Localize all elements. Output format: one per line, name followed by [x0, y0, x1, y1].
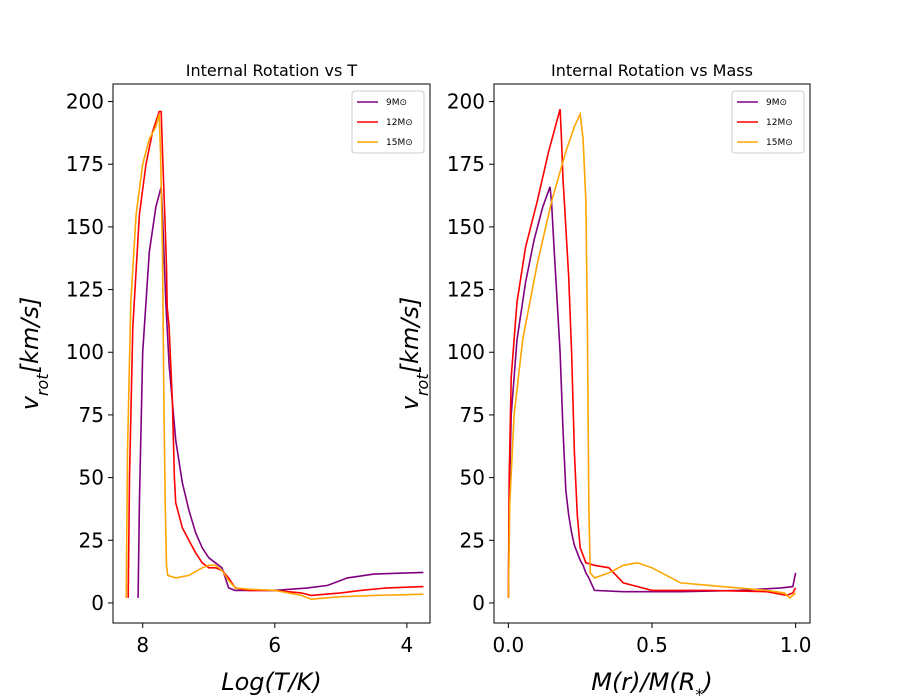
y-tick-label: 175: [447, 152, 485, 176]
y-tick-label: 175: [66, 152, 104, 176]
y-tick-label: 125: [66, 278, 104, 302]
chart-panel-2: Internal Rotation vs Mass 0 25 50 75 100 125 15…: [396, 61, 812, 700]
y-tick-label: 150: [447, 215, 485, 239]
legend-label: 15M⊙: [766, 138, 793, 148]
x-tick-label: 0.5: [636, 633, 668, 657]
legend-label: 12M⊙: [766, 118, 793, 128]
y-tick-label: 200: [66, 90, 104, 114]
x-axis-label: Log(T/K): [221, 668, 322, 696]
series-line-1: [507, 186, 797, 598]
legend-label: 12M⊙: [386, 118, 413, 128]
y-tick-label: 50: [79, 466, 104, 490]
y-tick-label: 200: [447, 90, 485, 114]
y-tick-label: 50: [460, 466, 485, 490]
chart-panel-1: Internal Rotation vs T 0 25 50 75 100 125 150 17…: [16, 61, 431, 696]
series-line-3: [507, 111, 797, 599]
x-tick-label: 6: [268, 633, 281, 657]
x-tick-label: 4: [401, 633, 414, 657]
legend: 9M⊙ 12M⊙ 15M⊙: [731, 90, 805, 154]
y-axis-label: vrot[km/s]: [396, 297, 432, 410]
legend-label: 9M⊙: [386, 98, 407, 108]
chart-title: Internal Rotation vs T: [186, 61, 358, 80]
x-tick-label: 0.0: [492, 633, 524, 657]
plot-frame: [493, 83, 811, 624]
y-tick-label: 75: [79, 403, 104, 427]
series-line-3: [125, 113, 424, 601]
y-tick-label: 25: [460, 528, 485, 552]
y-tick-label: 100: [447, 340, 485, 364]
plot-frame: [112, 83, 431, 624]
y-tick-label: 150: [66, 215, 104, 239]
series-line-2: [507, 108, 797, 598]
x-axis-label: M(r)/M(R*): [591, 668, 713, 700]
y-tick-label: 0: [472, 591, 485, 615]
y-tick-label: 0: [91, 591, 104, 615]
legend-box: [731, 90, 805, 154]
legend-label: 9M⊙: [766, 98, 787, 108]
chart-title: Internal Rotation vs Mass: [551, 61, 753, 80]
y-tick-label: 125: [447, 278, 485, 302]
x-tick-label: 8: [136, 633, 149, 657]
legend: 9M⊙ 12M⊙ 15M⊙: [351, 90, 425, 154]
y-tick-label: 100: [66, 340, 104, 364]
legend-box: [351, 90, 425, 154]
y-tick-label: 25: [79, 528, 104, 552]
y-tick-label: 75: [460, 403, 485, 427]
legend-label: 15M⊙: [386, 138, 413, 148]
series-line-2: [127, 110, 424, 598]
y-axis-label: vrot[km/s]: [16, 297, 52, 410]
x-tick-label: 1.0: [780, 633, 812, 657]
series-line-1: [137, 186, 424, 598]
